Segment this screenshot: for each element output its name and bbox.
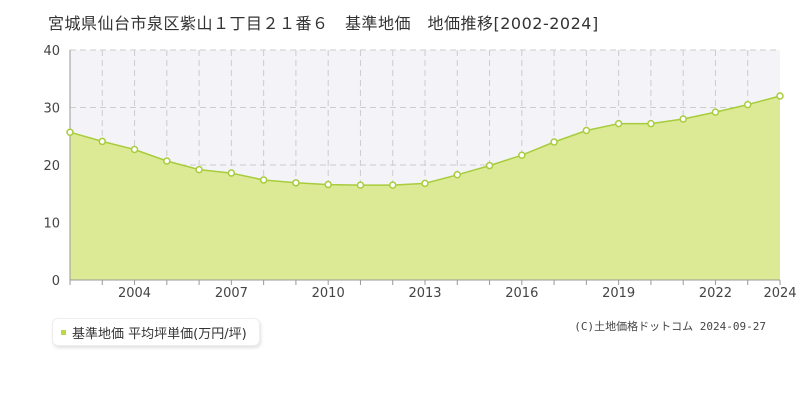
y-tick-label: 40: [43, 44, 60, 59]
data-point: [388, 181, 397, 189]
x-tick-label: 2004: [118, 286, 151, 301]
data-point: [292, 179, 300, 187]
legend-label: 基準地価 平均坪単価(万円/坪): [72, 326, 247, 342]
x-tick-label: 2007: [215, 286, 248, 301]
x-tick-label: 2016: [505, 286, 538, 301]
y-tick-label: 30: [43, 102, 60, 117]
data-point: [614, 119, 623, 128]
data-point: [550, 138, 558, 146]
data-point: [679, 115, 687, 123]
data-point: [356, 181, 365, 189]
data-point: [582, 126, 591, 135]
data-point: [453, 171, 462, 179]
data-point: [98, 137, 107, 146]
chart-title: 宮城県仙台市泉区紫山１丁目２１番６ 基準地価 地価推移[2002-2024]: [48, 14, 599, 33]
data-point: [259, 176, 268, 184]
data-point: [163, 157, 171, 165]
legend: 基準地価 平均坪単価(万円/坪): [52, 318, 260, 346]
data-point: [518, 151, 526, 159]
y-tick-label: 20: [43, 159, 60, 174]
series-area: [70, 96, 780, 280]
x-tick-label: 2024: [763, 286, 796, 301]
copyright-notice: (C)土地価格ドットコム 2024-09-27: [574, 320, 766, 333]
x-tick-label: 2013: [408, 286, 441, 301]
data-point: [227, 169, 236, 177]
legend-marker-icon: [61, 329, 66, 335]
y-tick-label: 0: [52, 274, 60, 289]
data-point: [66, 128, 74, 136]
x-tick-label: 2019: [602, 286, 635, 301]
data-point: [130, 145, 139, 154]
data-point: [743, 100, 752, 109]
x-tick-label: 2010: [312, 286, 345, 301]
data-point: [647, 119, 655, 128]
plot-background-band: [70, 50, 780, 186]
data-point: [485, 161, 494, 170]
data-point: [195, 165, 203, 174]
data-point: [776, 92, 784, 100]
data-point: [421, 179, 429, 188]
data-point: [324, 180, 332, 189]
data-point: [711, 108, 720, 116]
y-tick-label: 10: [43, 217, 60, 232]
x-tick-label: 2022: [699, 286, 732, 301]
